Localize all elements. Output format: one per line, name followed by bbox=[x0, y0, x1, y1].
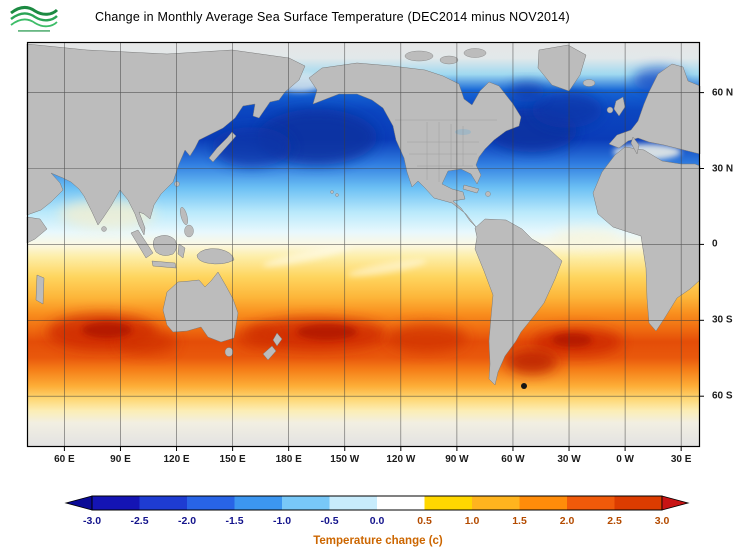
island-cuba bbox=[462, 184, 480, 194]
axis-ticks bbox=[63, 92, 704, 451]
lat-label: 60 N bbox=[712, 87, 734, 99]
colorbar-tick: 0.5 bbox=[417, 515, 432, 527]
colorbar-segment bbox=[92, 496, 140, 510]
warm-anomaly-blobs bbox=[47, 314, 622, 374]
island-philippines-north bbox=[180, 207, 188, 225]
colorbar-segment bbox=[139, 496, 187, 510]
island-new-zealand-north bbox=[272, 332, 283, 347]
logo-wave-1 bbox=[10, 6, 59, 16]
colorbar-tick: 0.0 bbox=[370, 515, 385, 527]
colorbar-segment bbox=[282, 496, 330, 510]
colorbar-left-arrow bbox=[64, 495, 93, 511]
political-borders bbox=[395, 119, 497, 182]
colorbar-tick: -0.5 bbox=[320, 515, 338, 527]
lon-label: 30 E bbox=[670, 454, 692, 465]
landmass-japan bbox=[208, 131, 237, 163]
island-ireland bbox=[606, 106, 614, 114]
colorbar-right-arrow bbox=[661, 495, 690, 511]
lon-label: 120 E bbox=[163, 454, 190, 465]
colorbar-segment bbox=[329, 496, 377, 510]
colorbar-segment bbox=[472, 496, 520, 510]
colorbar-tick: 2.5 bbox=[607, 515, 622, 527]
landmass-africa bbox=[592, 146, 701, 332]
colorbar-segment bbox=[567, 496, 615, 510]
arctic-island-3 bbox=[463, 48, 487, 58]
island-hispaniola bbox=[485, 191, 491, 197]
island-philippines-south bbox=[184, 224, 194, 238]
island-tasmania bbox=[224, 347, 234, 357]
island-new-guinea bbox=[196, 248, 235, 265]
island-sri-lanka bbox=[101, 226, 107, 232]
colorbar-tick: -3.0 bbox=[83, 515, 101, 527]
lon-label: 60 E bbox=[54, 454, 75, 465]
colorbar-segment bbox=[377, 496, 425, 510]
landmass-eurasia bbox=[26, 43, 306, 236]
world-map bbox=[26, 41, 704, 451]
colorbar-tick: -2.0 bbox=[178, 515, 196, 527]
colorbar-segment bbox=[424, 496, 472, 510]
logo-wave-3 bbox=[10, 18, 58, 28]
logo-wave-2 bbox=[10, 12, 58, 22]
lat-label: 0 bbox=[712, 238, 718, 250]
map-frame bbox=[26, 41, 701, 448]
landmass-north-america bbox=[308, 62, 522, 229]
island-new-zealand-south bbox=[262, 345, 277, 361]
map-panel bbox=[26, 41, 704, 451]
colorbar-segment bbox=[187, 496, 235, 510]
lon-label: 180 E bbox=[275, 454, 302, 465]
lat-label: 30 N bbox=[712, 163, 734, 174]
island-marker-south-atlantic bbox=[521, 383, 527, 389]
colorbar-tick: 1.0 bbox=[465, 515, 480, 527]
page-title: Change in Monthly Average Sea Surface Te… bbox=[95, 10, 570, 24]
landmass-australia bbox=[162, 271, 239, 343]
island-sulawesi bbox=[177, 243, 186, 259]
lon-label: 90 E bbox=[110, 454, 131, 465]
colorbar-tick: -1.0 bbox=[273, 515, 291, 527]
island-sumatra bbox=[130, 229, 154, 259]
colorbar-tick: 1.5 bbox=[512, 515, 527, 527]
agency-logo bbox=[8, 3, 60, 35]
landmasses bbox=[26, 43, 701, 389]
lon-label: 150 W bbox=[330, 454, 360, 465]
lat-label: 30 S bbox=[712, 314, 733, 326]
colorbar-tick: -1.5 bbox=[225, 515, 243, 527]
island-taiwan bbox=[174, 181, 180, 187]
colorbar-segment bbox=[519, 496, 567, 510]
lat-label: 60 S bbox=[712, 390, 733, 402]
grid-lines bbox=[27, 42, 700, 447]
colorbar-segment bbox=[614, 496, 662, 510]
landmass-greenland bbox=[537, 44, 587, 92]
island-hawaii-1 bbox=[330, 190, 334, 194]
colorbar-tick: 2.0 bbox=[560, 515, 575, 527]
colorbar-segment bbox=[234, 496, 282, 510]
lon-label: 0 W bbox=[616, 454, 634, 465]
colorbar-label: Temperature change (c) bbox=[313, 535, 443, 547]
colorbar-scale: -3.0 -2.5 -2.0 -1.5 -1.0 -0.5 0.0 0.5 1.0 1.5 2.0 2… bbox=[64, 495, 690, 527]
lon-label: 150 E bbox=[219, 454, 246, 465]
lon-label: 30 W bbox=[557, 454, 581, 465]
island-hawaii-2 bbox=[335, 193, 339, 197]
latitude-axis: 60 N 30 N 0 30 S 60 S bbox=[706, 42, 754, 447]
island-java bbox=[151, 260, 177, 269]
island-italy bbox=[630, 136, 640, 155]
island-madagascar bbox=[35, 274, 45, 305]
island-borneo bbox=[153, 235, 177, 256]
landmass-europe bbox=[608, 63, 701, 155]
arctic-island-2 bbox=[439, 55, 459, 65]
colorbar-tick: -2.5 bbox=[130, 515, 148, 527]
island-britain bbox=[613, 96, 626, 117]
lon-label: 120 W bbox=[386, 454, 416, 465]
longitude-axis: 60 E 90 E 120 E 150 E 180 E 150 W 120 W 90 W 60 … bbox=[27, 452, 700, 468]
landmass-south-america bbox=[474, 218, 563, 386]
lon-label: 90 W bbox=[445, 454, 469, 465]
colorbar-tick: 3.0 bbox=[655, 515, 670, 527]
colorbar: -3.0 -2.5 -2.0 -1.5 -1.0 -0.5 0.0 0.5 1.0 1.5 2.0 2… bbox=[62, 492, 694, 547]
logo-caption bbox=[18, 30, 50, 32]
island-iceland bbox=[582, 79, 596, 87]
arctic-island-1 bbox=[404, 50, 434, 62]
lon-label: 60 W bbox=[501, 454, 525, 465]
